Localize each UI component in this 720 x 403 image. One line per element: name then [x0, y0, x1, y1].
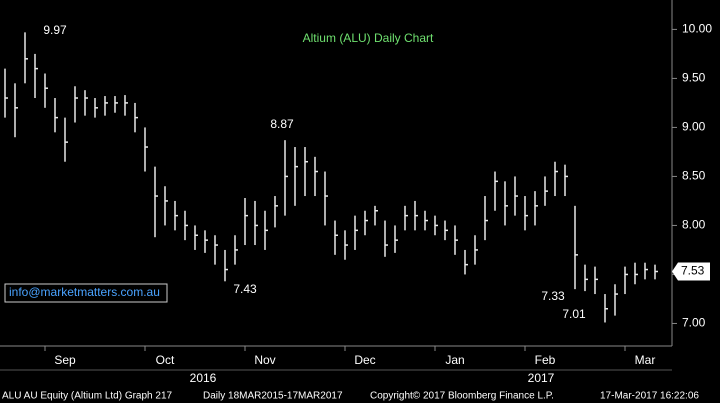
contact: info@marketmatters.com.au — [9, 285, 160, 299]
footer: 17-Mar-2017 16:22:06 — [600, 391, 699, 402]
x-tick-label: Dec — [354, 353, 375, 367]
y-tick-label: 9.50 — [682, 71, 706, 85]
year-label: 2016 — [190, 371, 217, 385]
annotation: 7.43 — [233, 282, 257, 296]
y-tick-label: 7.00 — [682, 316, 706, 330]
footer: ALU AU Equity (Altium Ltd) Graph 217 — [2, 391, 173, 402]
x-tick-label: Sep — [54, 353, 76, 367]
y-tick-label: 8.50 — [682, 169, 706, 183]
annotation: 7.01 — [562, 307, 586, 321]
chart-title: Altium (ALU) Daily Chart — [303, 31, 434, 45]
last-price: 7.53 — [681, 264, 705, 278]
last-price-box — [672, 262, 710, 281]
y-tick-label: 8.00 — [682, 218, 706, 232]
x-tick-label: Feb — [535, 353, 556, 367]
y-tick-label: 10.00 — [682, 22, 712, 36]
x-tick-label: Mar — [635, 353, 656, 367]
x-tick-label: Oct — [156, 353, 175, 367]
x-tick-label: Jan — [445, 353, 464, 367]
annotation: 7.33 — [541, 289, 565, 303]
annotation: 8.87 — [270, 117, 294, 131]
y-tick-label: 9.00 — [682, 120, 706, 134]
annotation: 9.97 — [43, 23, 67, 37]
x-tick-label: Nov — [254, 353, 275, 367]
footer: Daily 18MAR2015-17MAR2017 — [203, 391, 343, 402]
footer: Copyright© 2017 Bloomberg Finance L.P. — [370, 391, 554, 402]
contact-box — [4, 283, 168, 303]
year-label: 2017 — [528, 371, 555, 385]
